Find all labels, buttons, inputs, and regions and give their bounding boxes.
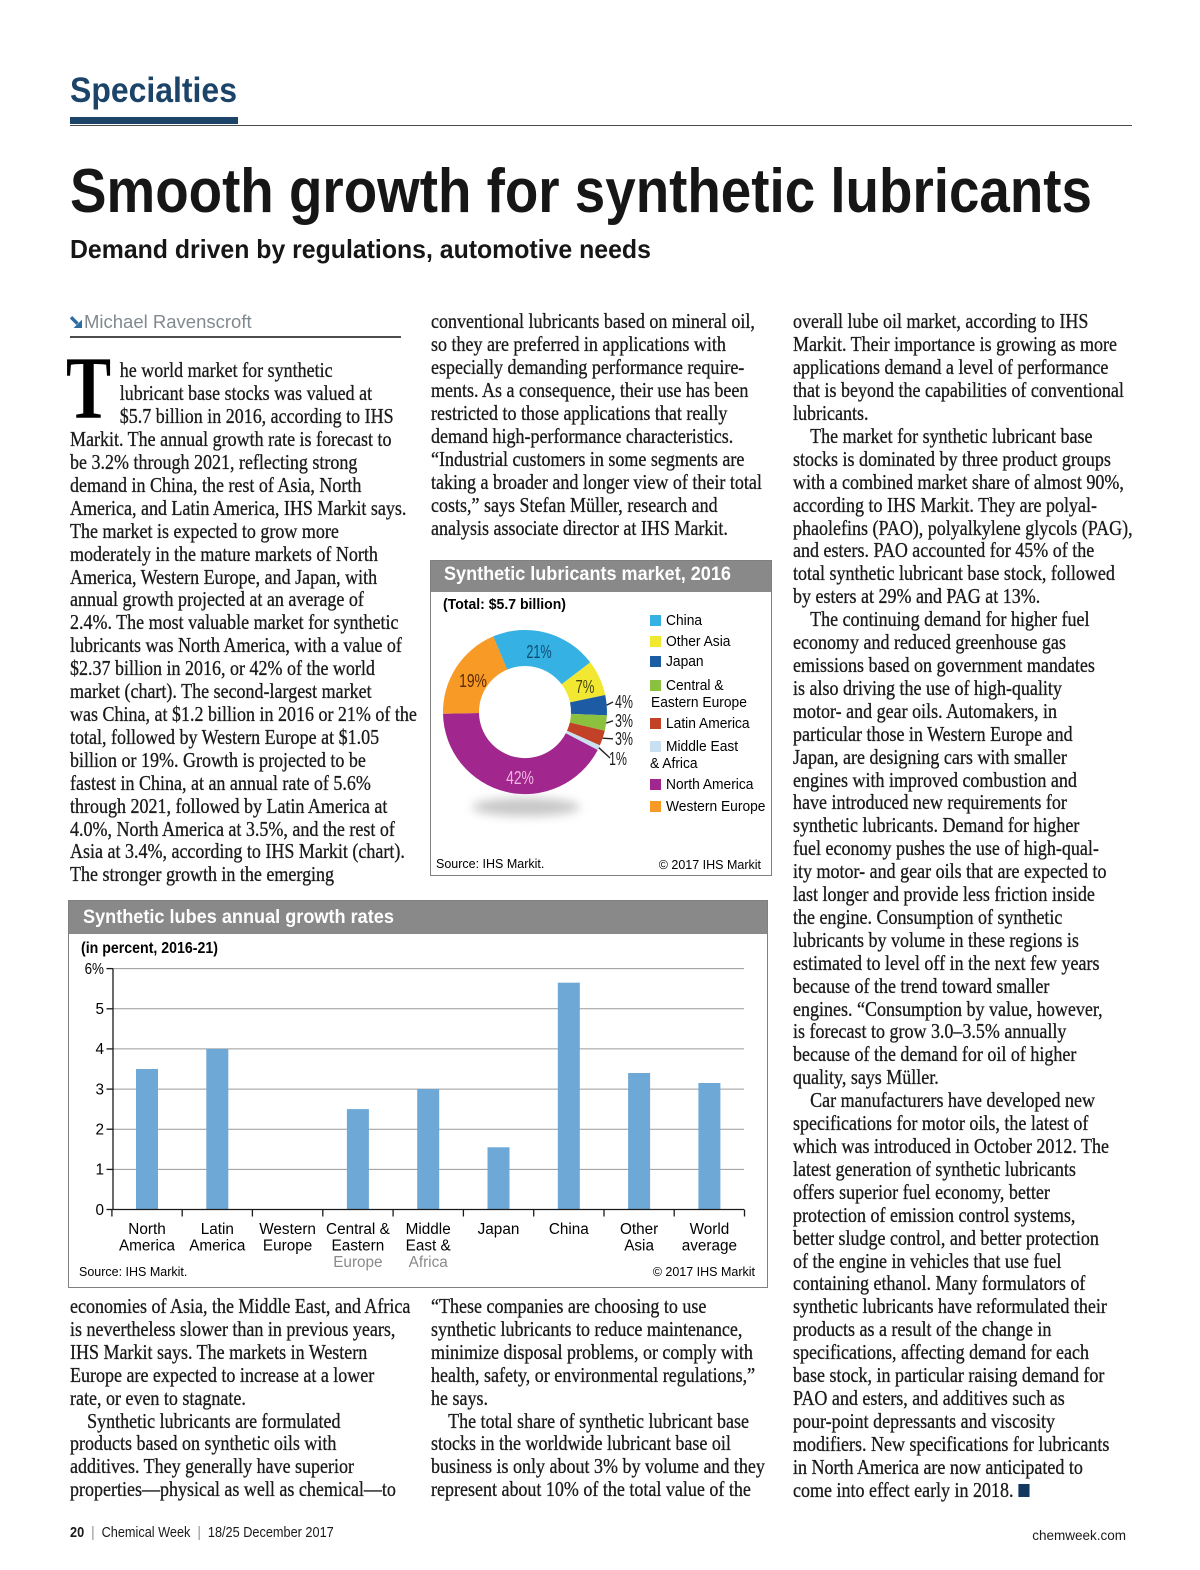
svg-text:1: 1 — [95, 1162, 104, 1179]
svg-text:19%: 19% — [459, 670, 487, 691]
svg-text:3: 3 — [95, 1081, 104, 1098]
svg-text:America: America — [119, 1237, 176, 1254]
svg-text:4%: 4% — [615, 691, 633, 712]
svg-text:7%: 7% — [576, 676, 595, 697]
svg-text:0: 0 — [95, 1202, 104, 1219]
svg-text:Africa: Africa — [409, 1254, 449, 1271]
svg-text:Latin: Latin — [201, 1221, 234, 1238]
svg-text:Western: Western — [259, 1221, 316, 1238]
svg-text:3%: 3% — [615, 710, 633, 731]
svg-text:5: 5 — [95, 1001, 104, 1018]
svg-text:East &: East & — [406, 1237, 451, 1254]
svg-text:Other: Other — [620, 1221, 658, 1238]
svg-text:Europe: Europe — [333, 1254, 382, 1271]
svg-text:Europe: Europe — [263, 1237, 312, 1254]
svg-text:North: North — [128, 1221, 165, 1238]
svg-text:World: World — [690, 1221, 730, 1238]
svg-text:Central &: Central & — [326, 1221, 390, 1238]
svg-text:6%: 6% — [85, 961, 105, 978]
svg-text:3%: 3% — [615, 728, 633, 749]
svg-text:4: 4 — [95, 1041, 104, 1058]
svg-text:1%: 1% — [609, 748, 627, 769]
svg-text:China: China — [549, 1221, 589, 1238]
svg-text:42%: 42% — [506, 767, 534, 788]
svg-text:average: average — [682, 1237, 737, 1254]
svg-text:Middle: Middle — [406, 1221, 451, 1238]
svg-text:America: America — [189, 1237, 246, 1254]
svg-text:Japan: Japan — [478, 1221, 520, 1238]
svg-text:Eastern: Eastern — [332, 1237, 385, 1254]
svg-text:Asia: Asia — [624, 1237, 654, 1254]
svg-text:2: 2 — [95, 1122, 104, 1139]
svg-text:21%: 21% — [526, 641, 551, 662]
